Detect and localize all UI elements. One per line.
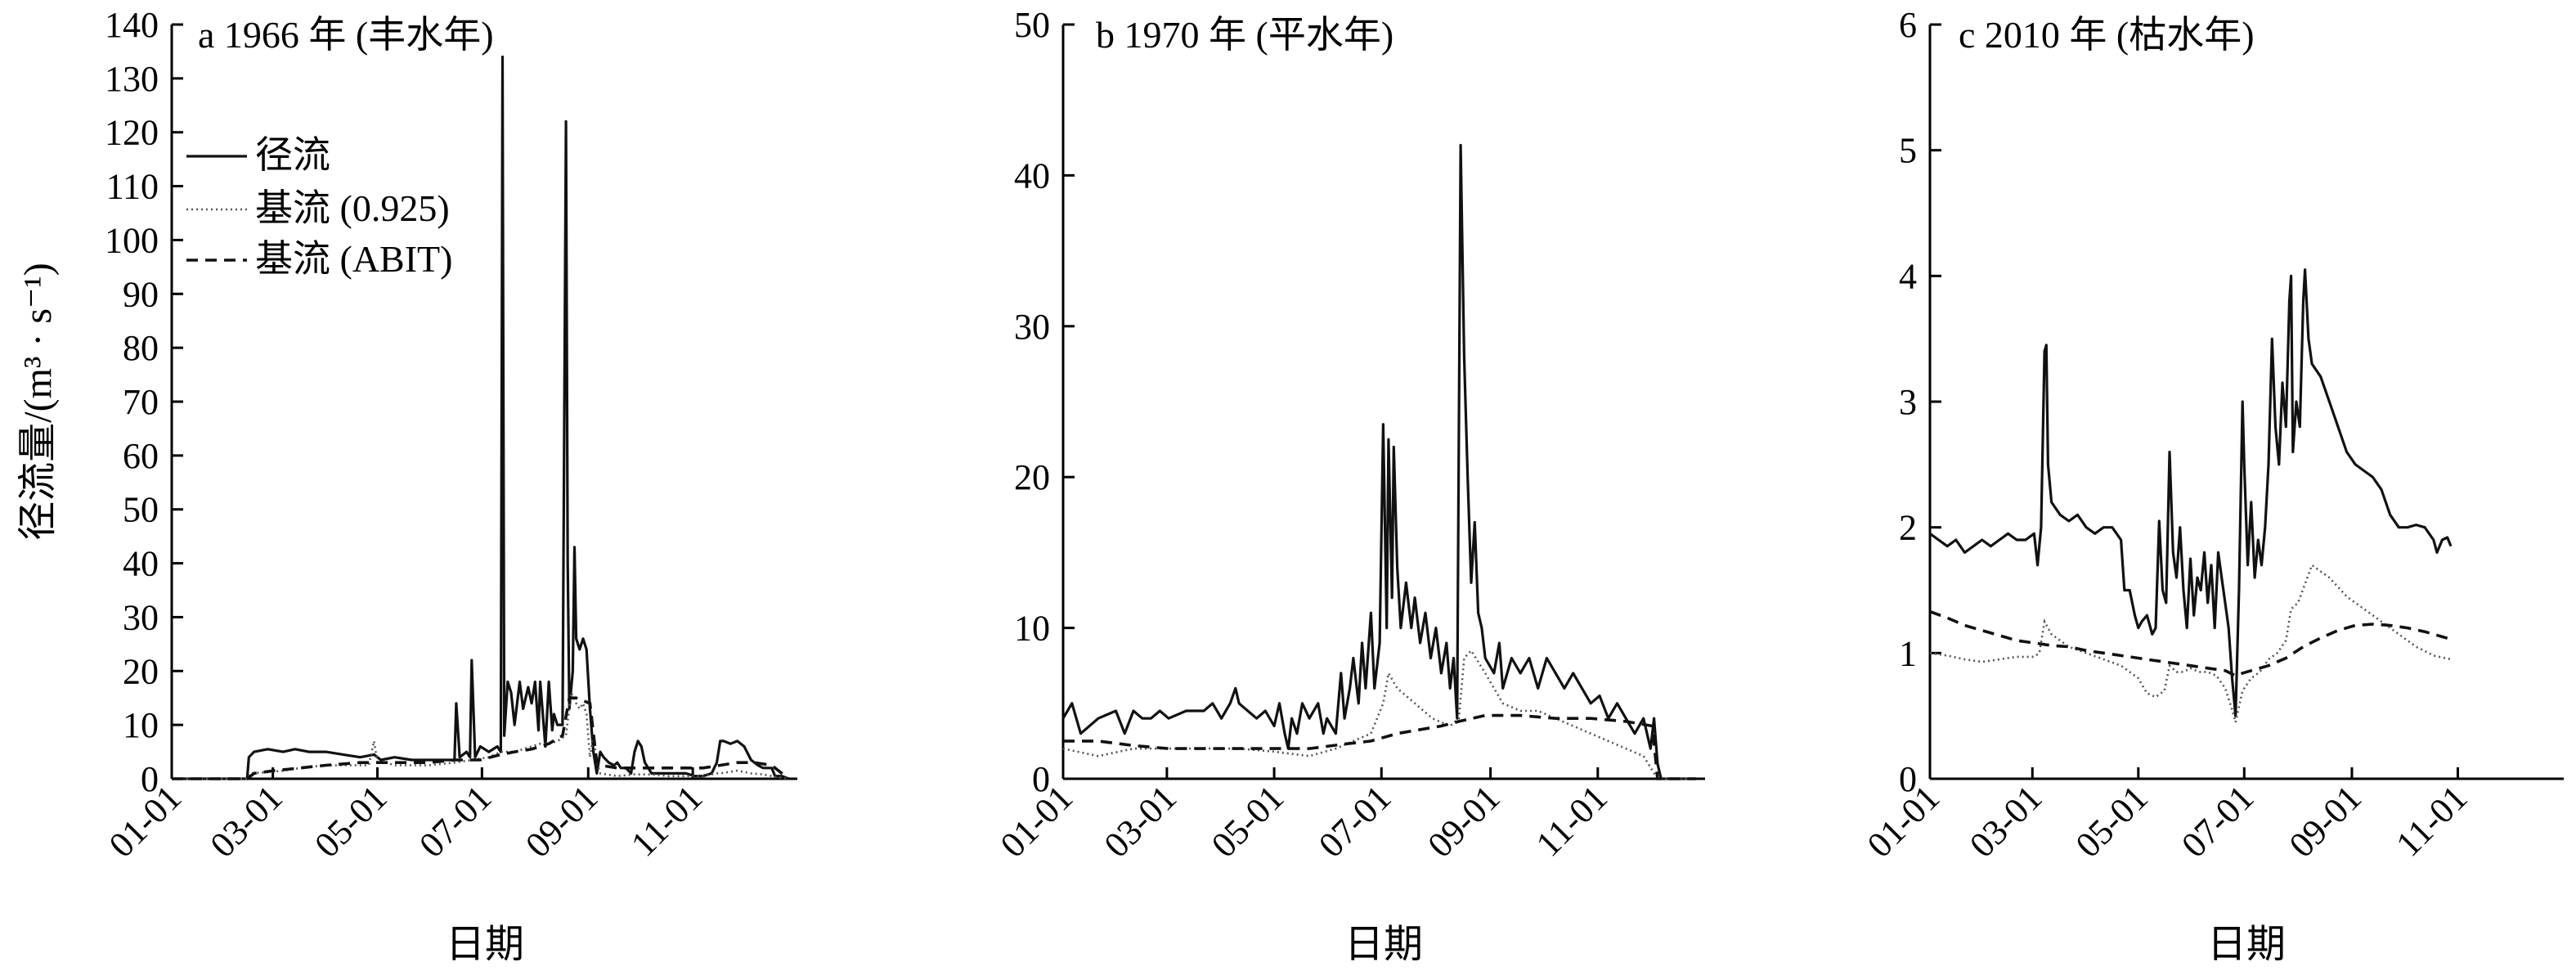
x-tick-label-a: 07-01 <box>411 777 499 865</box>
y-tick-label-c: 4 <box>1899 256 1917 296</box>
x-axis-title-a: 日期 <box>446 923 524 966</box>
series-line-baseflow-abit-b <box>1063 713 1697 780</box>
series-line-baseflow-0925-c <box>1929 563 2452 723</box>
y-tick-label-a: 100 <box>105 220 159 260</box>
x-tick-label-b: 11-01 <box>1528 777 1615 864</box>
y-tick-label-a: 70 <box>123 382 159 422</box>
legend: 径流 基流 (0.925) 基流 (ABIT) <box>186 134 452 280</box>
y-tick-label-a: 120 <box>105 113 159 153</box>
panel-a: a 1966 年 (丰水年) 日期 径流量/(m³ · s⁻¹) 径流 基流 (… <box>16 5 797 966</box>
y-tick-label-c: 5 <box>1899 131 1917 171</box>
y-tick-label-c: 2 <box>1899 508 1917 548</box>
y-tick-label-a: 10 <box>123 705 159 745</box>
x-tick-label-b: 03-01 <box>1097 777 1184 865</box>
x-tick-label-a: 03-01 <box>202 777 289 865</box>
series-line-baseflow-0925-b <box>1062 649 1697 780</box>
y-tick-label-a: 90 <box>123 274 159 314</box>
x-tick-label-c: 05-01 <box>2068 777 2156 865</box>
y-tick-label-a: 40 <box>123 544 159 584</box>
y-tick-label-a: 20 <box>123 651 159 691</box>
y-tick-label-a: 110 <box>106 167 159 207</box>
y-tick-label-a: 50 <box>123 490 159 530</box>
x-tick-label-a: 11-01 <box>623 777 710 864</box>
y-tick-label-b: 20 <box>1014 457 1050 497</box>
series-line-runoff-b <box>1061 143 1697 780</box>
y-tick-label-a: 80 <box>123 328 159 368</box>
legend-label-runoff: 径流 <box>255 134 330 176</box>
y-tick-label-c: 0 <box>1899 759 1917 799</box>
y-tick-label-b: 50 <box>1014 5 1050 45</box>
series-line-baseflow-abit-a <box>172 696 790 780</box>
series-line-runoff-a <box>172 55 790 780</box>
legend-label-baseflow-abit: 基流 (ABIT) <box>255 238 452 280</box>
y-tick-label-b: 40 <box>1014 155 1050 196</box>
series-line-runoff-c <box>1929 268 2453 717</box>
panel-title-b: b 1970 年 (平水年) <box>1096 14 1393 56</box>
y-tick-label-a: 140 <box>105 5 159 45</box>
panel-title-a: a 1966 年 (丰水年) <box>198 14 494 56</box>
x-axis-title-c: 日期 <box>2207 923 2286 966</box>
y-tick-label-a: 60 <box>123 436 159 476</box>
x-tick-label-c: 03-01 <box>1962 777 2049 865</box>
x-axis-title-b: 日期 <box>1344 923 1423 966</box>
legend-label-baseflow-0925: 基流 (0.925) <box>255 187 450 229</box>
x-tick-label-a: 05-01 <box>307 777 394 865</box>
y-tick-label-a: 130 <box>105 59 159 99</box>
x-tick-label-a: 09-01 <box>518 777 605 865</box>
x-tick-label-b: 05-01 <box>1204 777 1291 865</box>
y-tick-label-b: 30 <box>1014 307 1050 347</box>
y-tick-label-a: 0 <box>141 759 159 799</box>
x-tick-label-b: 07-01 <box>1311 777 1398 865</box>
panel-title-c: c 2010 年 (枯水年) <box>1959 14 2255 56</box>
y-tick-label-b: 0 <box>1032 759 1050 799</box>
x-tick-label-c: 11-01 <box>2388 777 2475 864</box>
y-tick-label-b: 10 <box>1014 609 1050 649</box>
series-line-baseflow-abit-c <box>1929 609 2452 677</box>
y-tick-label-a: 30 <box>123 597 159 637</box>
y-tick-label-c: 6 <box>1899 5 1917 45</box>
x-tick-label-b: 09-01 <box>1420 777 1507 865</box>
x-tick-label-c: 07-01 <box>2174 777 2261 865</box>
y-axis-title: 径流量/(m³ · s⁻¹) <box>16 263 60 540</box>
y-tick-label-c: 1 <box>1899 633 1917 673</box>
series-line-baseflow-0925-a <box>172 688 789 780</box>
y-tick-label-c: 3 <box>1899 382 1917 422</box>
x-tick-label-c: 09-01 <box>2282 777 2369 865</box>
